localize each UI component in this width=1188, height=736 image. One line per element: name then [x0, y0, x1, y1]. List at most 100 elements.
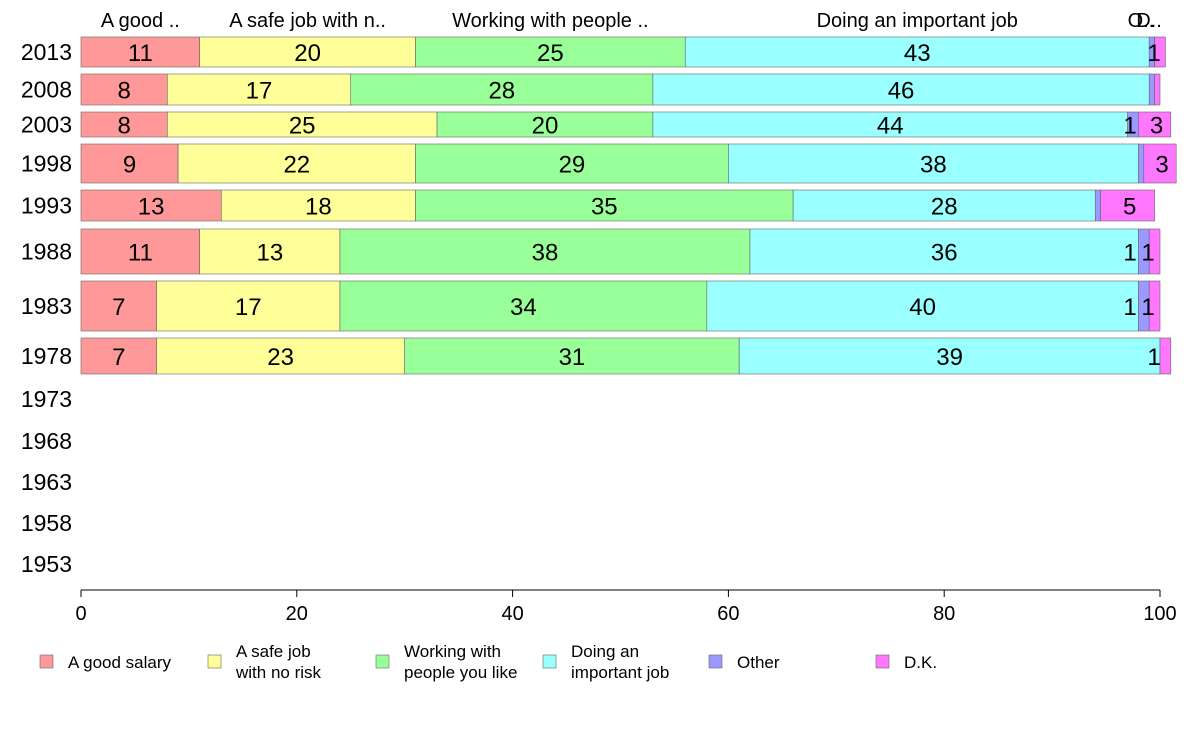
bar-segment — [1094, 189, 1101, 222]
bar-segment — [167, 73, 352, 106]
data-label: 29 — [559, 152, 586, 179]
data-label: 34 — [510, 294, 537, 321]
legend-label: Other — [737, 653, 780, 672]
x-tick-label: 20 — [286, 603, 308, 625]
y-tick-label: 1998 — [21, 151, 72, 177]
bar-segment — [1138, 111, 1172, 138]
data-label: 9 — [123, 152, 136, 179]
data-label: 11 — [128, 240, 153, 267]
bar-segment — [415, 189, 794, 222]
top-series-label: A good .. — [101, 10, 180, 32]
data-label: 1 — [1141, 294, 1154, 321]
data-label: 35 — [591, 194, 618, 221]
bar-segment — [1143, 143, 1177, 184]
bar-segment — [199, 36, 416, 68]
legend-item: A good salary — [39, 653, 172, 672]
legend-item: Working with people you like — [375, 642, 517, 682]
y-tick-label: 2003 — [21, 112, 72, 138]
data-label: 1 — [1147, 40, 1160, 67]
y-tick-label: 1988 — [21, 239, 72, 265]
data-label: 25 — [537, 40, 564, 67]
data-label: 25 — [289, 113, 316, 140]
bar-segment — [1138, 143, 1145, 184]
data-label: 1 — [1123, 113, 1136, 140]
y-tick-label: 1963 — [21, 469, 72, 495]
bar-segment — [80, 73, 168, 106]
bar-segment — [1148, 280, 1161, 332]
legend-label: Working with — [404, 642, 501, 661]
data-label: 38 — [532, 240, 559, 267]
legend-swatch — [875, 654, 890, 669]
data-label: 1 — [1147, 344, 1160, 371]
legend-label: with no risk — [235, 663, 322, 682]
data-label: 31 — [559, 344, 586, 371]
data-label: 20 — [294, 40, 321, 67]
legend-label: A good salary — [68, 653, 172, 672]
legend-label: people you like — [404, 663, 517, 682]
bar-segment — [80, 143, 179, 184]
data-label: 20 — [532, 113, 559, 140]
legend-label: Doing an — [571, 642, 639, 661]
data-label: 11 — [128, 40, 153, 67]
y-tick-label: 1953 — [21, 551, 72, 577]
bar-segment — [728, 143, 1139, 184]
bar-segment — [177, 143, 416, 184]
bar-segment — [1154, 73, 1161, 106]
bar-segment — [339, 280, 708, 332]
bar-segment — [80, 189, 222, 222]
data-label: 36 — [931, 240, 958, 267]
x-tick-label: 40 — [501, 603, 523, 625]
top-series-label: D.. — [1136, 10, 1162, 32]
data-label: 3 — [1155, 152, 1168, 179]
data-label: 28 — [931, 194, 958, 221]
top-series-label: Working with people .. — [452, 10, 648, 32]
x-tick-label: 60 — [717, 603, 739, 625]
data-label: 13 — [138, 194, 165, 221]
legend-label: A safe job — [236, 642, 311, 661]
y-tick-label: 1958 — [21, 510, 72, 536]
bar-segment — [156, 280, 341, 332]
data-label: 22 — [283, 152, 310, 179]
bar-segment — [220, 189, 416, 222]
bar-segment — [167, 111, 438, 138]
data-label: 13 — [256, 240, 283, 267]
legend-label: important job — [571, 663, 669, 682]
data-label: 8 — [117, 78, 130, 105]
bar-segment — [350, 73, 654, 106]
legend-item: Doing an important job — [542, 642, 669, 682]
top-series-label: A safe job with n.. — [229, 10, 386, 32]
bar-segment — [1148, 228, 1161, 275]
data-label: 7 — [112, 294, 125, 321]
bar-segment — [1159, 337, 1172, 375]
x-tick-label: 100 — [1143, 603, 1176, 625]
bar-segment — [1148, 73, 1155, 106]
legend-swatch — [207, 654, 222, 669]
bar-segment — [156, 337, 405, 375]
bar-segment — [792, 189, 1096, 222]
data-label: 3 — [1150, 113, 1163, 140]
bar-segment — [749, 228, 1139, 275]
data-label: 17 — [235, 294, 262, 321]
legend-item: Other — [708, 653, 780, 672]
data-label: 44 — [877, 113, 904, 140]
legend-swatch — [708, 654, 723, 669]
data-label: 8 — [117, 113, 130, 140]
y-tick-label: 2013 — [21, 39, 72, 65]
data-label: 1 — [1123, 240, 1136, 267]
bar-segment — [80, 280, 157, 332]
data-label: 23 — [267, 344, 294, 371]
top-series-label: O.. — [1128, 10, 1155, 32]
y-tick-label: 2008 — [21, 77, 72, 103]
top-series-label: Doing an important job — [817, 10, 1018, 32]
data-label: 43 — [904, 40, 931, 67]
data-label: 38 — [920, 152, 947, 179]
legend-swatch — [542, 654, 557, 669]
y-tick-label: 1973 — [21, 386, 72, 412]
bar-segment — [80, 111, 168, 138]
data-label: 7 — [112, 344, 125, 371]
bar-segment — [738, 337, 1161, 375]
bar-segment — [415, 143, 729, 184]
bar-segment — [339, 228, 751, 275]
data-label: 28 — [488, 78, 515, 105]
